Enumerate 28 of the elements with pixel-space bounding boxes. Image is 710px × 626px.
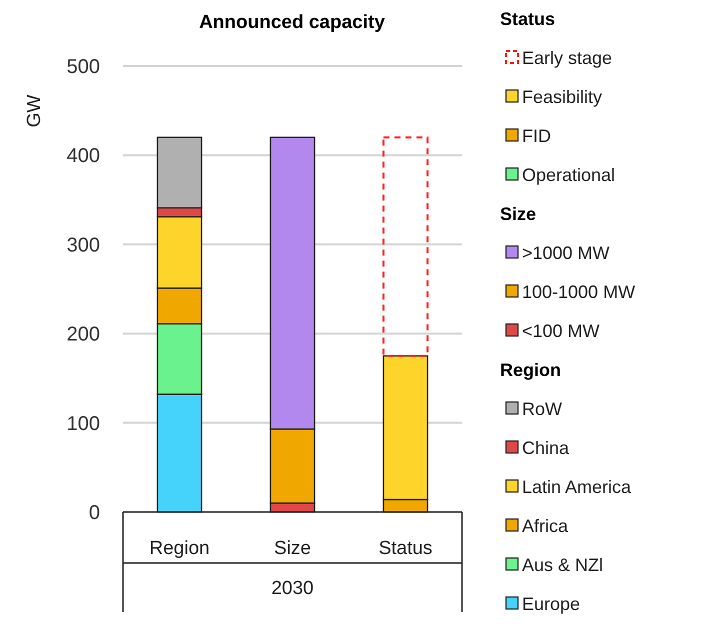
legend-label: Latin America xyxy=(522,477,632,497)
legend-label: China xyxy=(522,438,570,458)
legend-label: Operational xyxy=(522,165,616,185)
y-axis-title: GW xyxy=(24,94,45,128)
x-axis-title: 2030 xyxy=(271,578,314,599)
legend-label: 100-1000 MW xyxy=(522,282,636,302)
y-tick-label: 300 xyxy=(66,234,100,256)
y-tick-label: 100 xyxy=(66,412,100,435)
y-tick-label: 400 xyxy=(66,145,100,168)
legend-label: RoW xyxy=(522,399,562,419)
legend-label: Aus & NZl xyxy=(522,555,604,575)
legend-label: Feasibility xyxy=(522,87,602,107)
text: Size xyxy=(500,204,536,224)
chart-title: Announced capacity xyxy=(199,12,386,33)
legend-label: FID xyxy=(522,126,551,146)
x-tick-label: Size xyxy=(274,538,311,559)
text: Region xyxy=(500,360,561,380)
y-tick-label: 500 xyxy=(66,56,100,78)
legend-label: Early stage xyxy=(522,48,612,68)
legend-label: >1000 MW xyxy=(522,243,610,263)
y-tick-label: 200 xyxy=(66,324,100,346)
legend-label: <100 MW xyxy=(522,321,600,341)
x-tick-label: Status xyxy=(378,538,432,559)
x-tick-label: Region xyxy=(149,538,210,559)
text: Status xyxy=(500,9,556,29)
legend-label: Europe xyxy=(522,594,580,614)
legend-label: Africa xyxy=(522,516,569,536)
y-tick-label: 0 xyxy=(88,502,100,524)
